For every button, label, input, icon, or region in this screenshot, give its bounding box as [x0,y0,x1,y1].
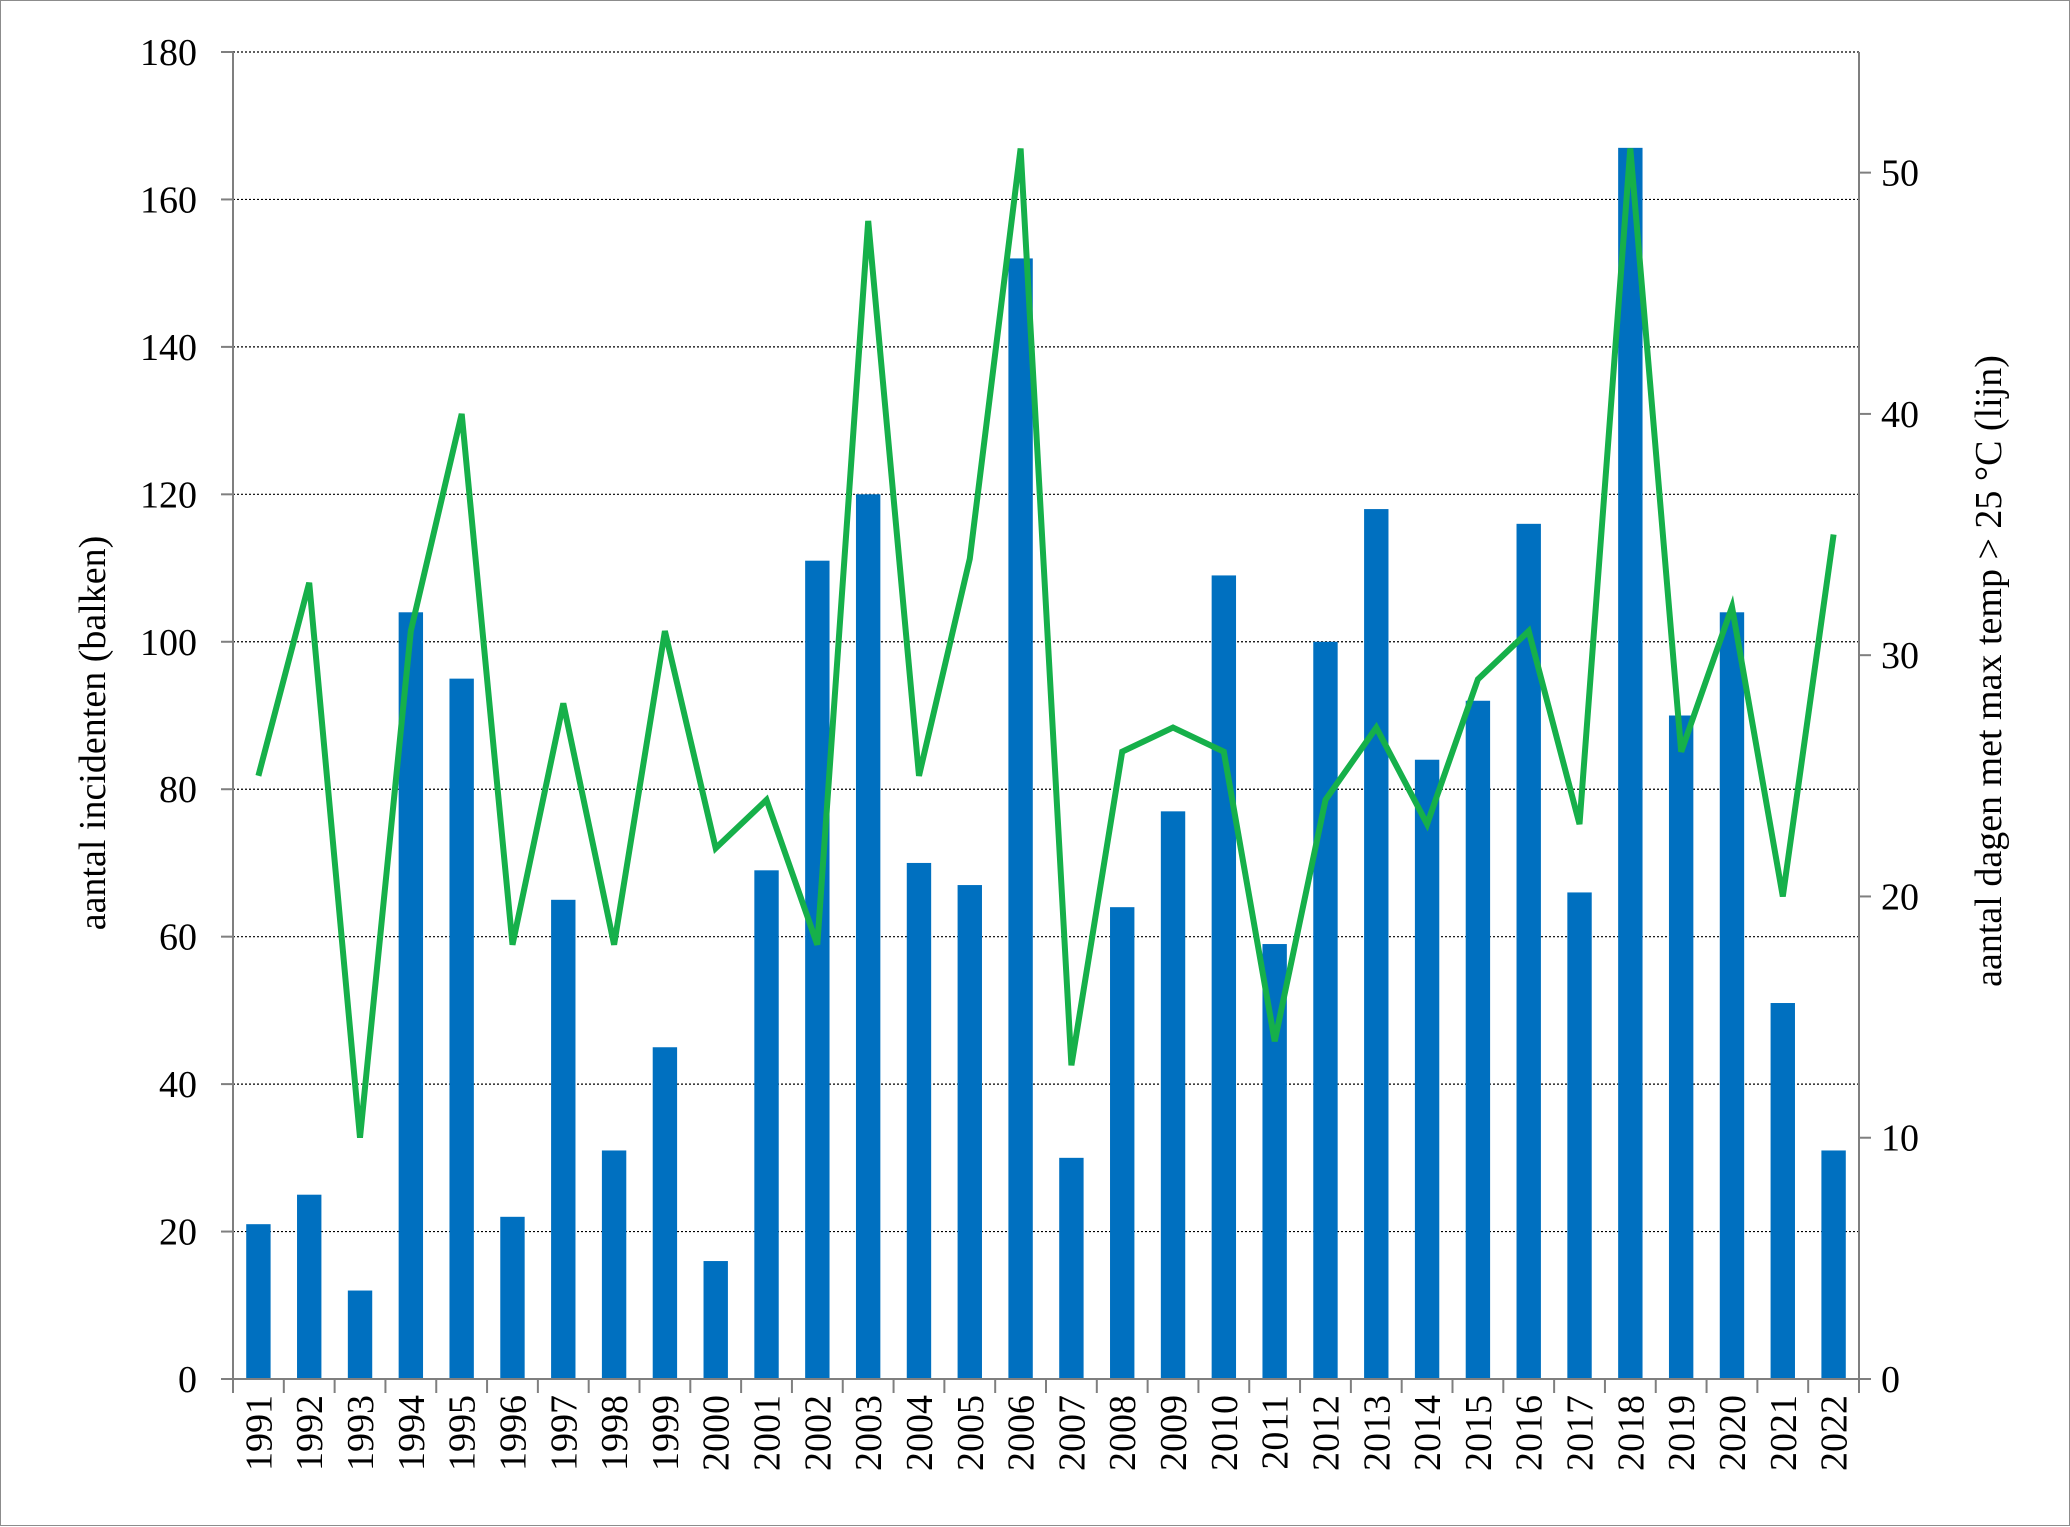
y2-tick-label: 10 [1881,1118,1919,1160]
x-tick-label: 2006 [1001,1395,1043,1471]
y-tick-label: 40 [159,1064,197,1106]
x-tick-label: 2022 [1814,1395,1856,1471]
bar [1313,641,1338,1379]
bar [297,1194,322,1379]
x-tick-label: 2012 [1306,1395,1348,1471]
bar [1160,811,1186,1379]
bar [855,494,881,1379]
x-tick-label: 2020 [1712,1395,1754,1471]
y-tick-label: 80 [159,769,197,811]
x-tick-label: 2011 [1255,1395,1297,1470]
y-tick-label: 60 [159,917,197,959]
bar [1821,1150,1846,1379]
x-tick-label: 2021 [1763,1395,1805,1471]
bar [1719,612,1745,1379]
y-tick-label: 100 [140,622,197,664]
y2-tick-label: 30 [1881,635,1919,677]
bar [1211,575,1237,1379]
x-tick-label: 1999 [645,1395,687,1471]
x-tick-label: 1991 [238,1395,280,1471]
y-tick-label: 140 [140,327,197,369]
bar [1770,1003,1795,1379]
x-tick-label: 2016 [1509,1395,1551,1471]
bar [347,1290,373,1379]
y-tick-label: 0 [178,1359,197,1401]
x-tick-label: 2002 [797,1395,839,1471]
y2-tick-label: 50 [1881,153,1919,195]
x-tick-label: 1994 [391,1395,433,1471]
x-tick-label: 2001 [747,1395,789,1471]
x-tick-label: 1996 [493,1395,535,1471]
y-tick-label: 160 [140,179,197,221]
x-tick-label: 2019 [1661,1395,1703,1471]
bar [246,1224,271,1379]
x-tick-label: 2010 [1204,1395,1246,1471]
axes [221,51,1871,1393]
x-tick-label: 2005 [950,1395,992,1471]
bar [551,899,576,1379]
x-tick-label: 2004 [899,1395,941,1471]
bar [1364,509,1389,1380]
y2-tick-label: 20 [1881,876,1919,918]
y2-axis-title: aantal dagen met max temp > 25 °C (lijn) [1968,355,2010,987]
bar [703,1261,728,1379]
x-tick-label: 2013 [1356,1395,1398,1471]
bar [754,870,779,1379]
bar [957,885,982,1379]
y-tick-label: 20 [159,1212,197,1254]
x-tick-label: 2018 [1610,1395,1652,1471]
bar [1008,258,1033,1379]
bar [805,560,830,1379]
x-tick-label: 2007 [1051,1395,1093,1471]
series-line [255,148,1837,1138]
x-tick-label: 2014 [1407,1395,1449,1471]
bar [1567,892,1592,1379]
y2-tick-label: 40 [1881,394,1919,436]
x-tick-label: 2009 [1153,1395,1195,1471]
x-tick-label: 1997 [543,1395,585,1471]
line-series [255,148,1837,1138]
bar [1465,700,1491,1379]
x-tick-label: 1992 [289,1395,331,1471]
x-tick-label: 2015 [1458,1395,1500,1471]
bar [1668,715,1694,1379]
bar [652,1047,678,1379]
bar [906,862,932,1379]
x-tick-label: 2000 [696,1395,738,1471]
bar [1414,759,1440,1379]
y2-tick-label: 0 [1881,1359,1900,1401]
bar [449,678,474,1379]
y-axis-title: aantal incidenten (balken) [72,536,114,931]
x-tick-label: 1998 [594,1395,636,1471]
y-tick-label: 180 [140,32,197,74]
bar [601,1150,627,1379]
bar-series [246,147,1846,1380]
x-tick-label: 2003 [848,1395,890,1471]
bar [1059,1157,1084,1379]
x-tick-label: 2017 [1560,1395,1602,1471]
bar [1110,907,1135,1379]
bar [500,1216,525,1379]
x-tick-label: 1995 [442,1395,484,1471]
y-tick-label: 120 [140,474,197,516]
bar [1618,147,1643,1380]
x-tick-label: 2008 [1102,1395,1144,1471]
x-tick-label: 1993 [340,1395,382,1471]
